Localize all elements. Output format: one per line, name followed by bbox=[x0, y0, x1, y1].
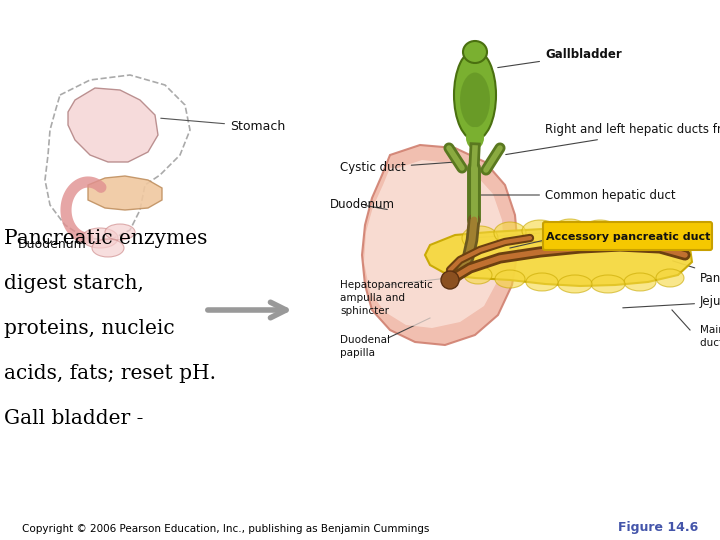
Text: digest starch,: digest starch, bbox=[4, 274, 143, 293]
Ellipse shape bbox=[495, 270, 525, 288]
Ellipse shape bbox=[643, 227, 673, 247]
Text: Gallbladder: Gallbladder bbox=[498, 49, 622, 68]
Text: Jejunum: Jejunum bbox=[623, 295, 720, 308]
Text: Pancreas: Pancreas bbox=[672, 261, 720, 285]
Ellipse shape bbox=[462, 226, 498, 250]
Ellipse shape bbox=[656, 269, 684, 287]
Text: Stomach: Stomach bbox=[161, 118, 285, 133]
FancyBboxPatch shape bbox=[543, 222, 712, 250]
Ellipse shape bbox=[463, 41, 487, 63]
Ellipse shape bbox=[441, 271, 459, 289]
Ellipse shape bbox=[553, 219, 587, 241]
Ellipse shape bbox=[591, 275, 625, 293]
Ellipse shape bbox=[464, 266, 492, 284]
Text: Common hepatic duct: Common hepatic duct bbox=[481, 188, 675, 201]
Text: Duodenum: Duodenum bbox=[330, 199, 395, 212]
Polygon shape bbox=[425, 228, 692, 286]
Text: Duodenum: Duodenum bbox=[18, 238, 86, 251]
Text: Hepatopancreatic
ampulla and
sphincter: Hepatopancreatic ampulla and sphincter bbox=[340, 280, 433, 315]
Text: Main pancreatic
duct and sphincter: Main pancreatic duct and sphincter bbox=[700, 325, 720, 348]
Ellipse shape bbox=[614, 222, 646, 244]
Ellipse shape bbox=[494, 222, 526, 244]
Ellipse shape bbox=[105, 224, 135, 240]
Ellipse shape bbox=[454, 50, 496, 140]
Text: proteins, nucleic: proteins, nucleic bbox=[4, 319, 174, 338]
Text: Cystic duct: Cystic duct bbox=[340, 161, 453, 174]
Text: Right and left hepatic ducts from liver: Right and left hepatic ducts from liver bbox=[505, 124, 720, 154]
Text: acids, fats; reset pH.: acids, fats; reset pH. bbox=[4, 364, 215, 383]
Ellipse shape bbox=[460, 72, 490, 127]
Text: Accessory pancreatic duct: Accessory pancreatic duct bbox=[546, 232, 710, 242]
Polygon shape bbox=[68, 88, 158, 162]
Ellipse shape bbox=[666, 236, 690, 256]
Text: Gall bladder -: Gall bladder - bbox=[4, 409, 143, 428]
Text: Copyright © 2006 Pearson Education, Inc., publishing as Benjamin Cummings: Copyright © 2006 Pearson Education, Inc.… bbox=[22, 523, 429, 534]
Text: Duodenal
papilla: Duodenal papilla bbox=[340, 335, 390, 358]
Ellipse shape bbox=[92, 239, 124, 257]
Ellipse shape bbox=[624, 273, 656, 291]
Ellipse shape bbox=[526, 273, 558, 291]
Text: Figure 14.6: Figure 14.6 bbox=[618, 521, 698, 534]
Ellipse shape bbox=[558, 275, 592, 293]
Ellipse shape bbox=[466, 127, 484, 149]
Polygon shape bbox=[362, 145, 518, 345]
Ellipse shape bbox=[522, 220, 558, 242]
Ellipse shape bbox=[582, 220, 618, 242]
Text: Bile duct and sphincter: Bile duct and sphincter bbox=[474, 221, 682, 238]
Polygon shape bbox=[364, 160, 504, 328]
Polygon shape bbox=[88, 176, 162, 210]
Text: Pancreatic enzymes: Pancreatic enzymes bbox=[4, 230, 207, 248]
Ellipse shape bbox=[82, 228, 118, 248]
